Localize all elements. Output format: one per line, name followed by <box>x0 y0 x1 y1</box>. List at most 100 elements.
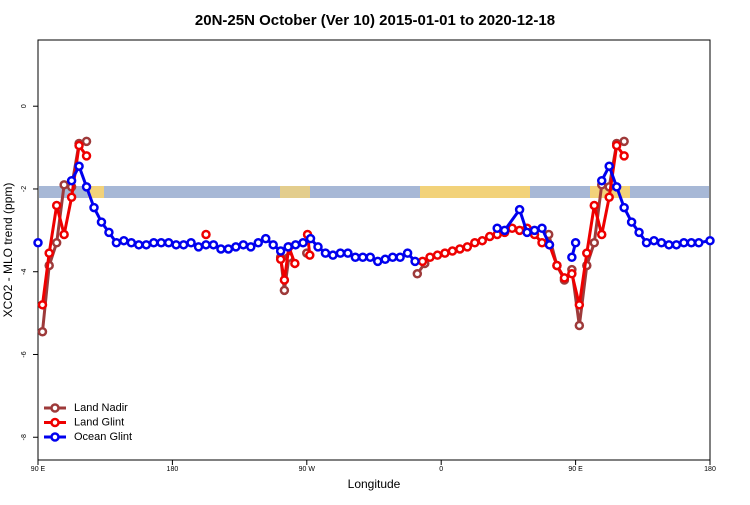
point <box>425 252 435 262</box>
point <box>574 300 585 310</box>
point <box>275 246 286 256</box>
point <box>410 256 420 267</box>
point <box>440 248 450 258</box>
point <box>141 240 152 250</box>
point <box>96 217 107 227</box>
point <box>694 238 704 248</box>
point <box>705 235 715 246</box>
x-axis-label: Longitude <box>348 477 401 491</box>
point <box>268 240 278 250</box>
legend-label: Ocean Glint <box>74 431 132 443</box>
point <box>201 240 211 250</box>
point <box>611 182 622 192</box>
point <box>470 238 480 248</box>
point <box>59 229 69 240</box>
point <box>365 252 376 262</box>
point <box>279 285 290 296</box>
point <box>686 238 697 248</box>
point <box>66 175 77 186</box>
point <box>290 240 301 250</box>
y-tick-label: -2 <box>21 186 28 192</box>
point <box>305 233 316 244</box>
point <box>664 240 674 250</box>
point <box>313 242 323 252</box>
series-line <box>40 141 626 306</box>
x-tick-label: 90 W <box>299 466 316 473</box>
y-tick-label: -4 <box>21 269 28 275</box>
y-axis-label: XCO2 - MLO trend (ppm) <box>1 183 15 318</box>
point <box>462 242 473 252</box>
point <box>66 192 77 202</box>
point <box>380 254 390 265</box>
point <box>596 175 607 186</box>
point <box>305 250 315 260</box>
point <box>634 227 644 238</box>
point <box>81 136 92 147</box>
point <box>231 242 241 252</box>
point <box>283 242 293 252</box>
point <box>343 248 353 258</box>
point <box>589 238 600 248</box>
point <box>619 151 629 161</box>
legend-marker <box>50 417 60 428</box>
point <box>178 240 189 250</box>
point <box>567 269 577 279</box>
point <box>611 140 622 151</box>
point <box>216 244 226 254</box>
point <box>201 229 211 240</box>
point <box>499 225 510 236</box>
point <box>671 240 682 250</box>
point <box>417 256 428 267</box>
point <box>514 204 525 215</box>
point <box>402 248 413 258</box>
point <box>358 252 368 262</box>
point <box>559 273 570 283</box>
point <box>604 192 614 202</box>
point <box>37 300 48 310</box>
point <box>335 248 346 258</box>
point <box>33 238 43 248</box>
x-tick-label: 90 E <box>31 466 46 473</box>
point <box>412 269 423 279</box>
point <box>104 227 114 238</box>
point <box>260 233 271 244</box>
point <box>134 240 144 250</box>
point <box>679 238 689 248</box>
point <box>455 244 465 254</box>
point <box>492 223 502 234</box>
point <box>208 240 219 250</box>
point <box>619 136 629 147</box>
point <box>59 180 69 190</box>
point <box>89 202 99 213</box>
point <box>626 217 637 227</box>
map-strip <box>39 186 709 198</box>
x-tick-label: 90 E <box>568 466 583 473</box>
point <box>395 252 405 262</box>
chart-title: 20N-25N October (Ver 10) 2015-01-01 to 2… <box>195 12 555 29</box>
point <box>522 227 532 238</box>
point <box>484 231 495 242</box>
y-tick-label: -8 <box>21 434 28 440</box>
legend-marker <box>50 403 60 413</box>
point <box>148 238 159 248</box>
point <box>171 240 181 250</box>
point <box>126 238 137 248</box>
point <box>51 200 62 211</box>
legend-label: Land Nadir <box>74 402 128 414</box>
point <box>619 202 629 213</box>
point <box>186 238 196 248</box>
point <box>529 225 540 236</box>
point <box>156 238 166 248</box>
point <box>223 244 234 254</box>
point <box>246 242 256 252</box>
point <box>552 260 562 271</box>
legend-label: Land Glint <box>74 416 124 428</box>
point <box>582 248 592 258</box>
x-tick-label: 0 <box>439 466 443 473</box>
point <box>570 238 581 248</box>
point <box>74 161 84 171</box>
point <box>163 238 174 248</box>
legend: Land Nadir Land Glint Ocean Glint <box>44 402 132 443</box>
point <box>641 238 652 248</box>
